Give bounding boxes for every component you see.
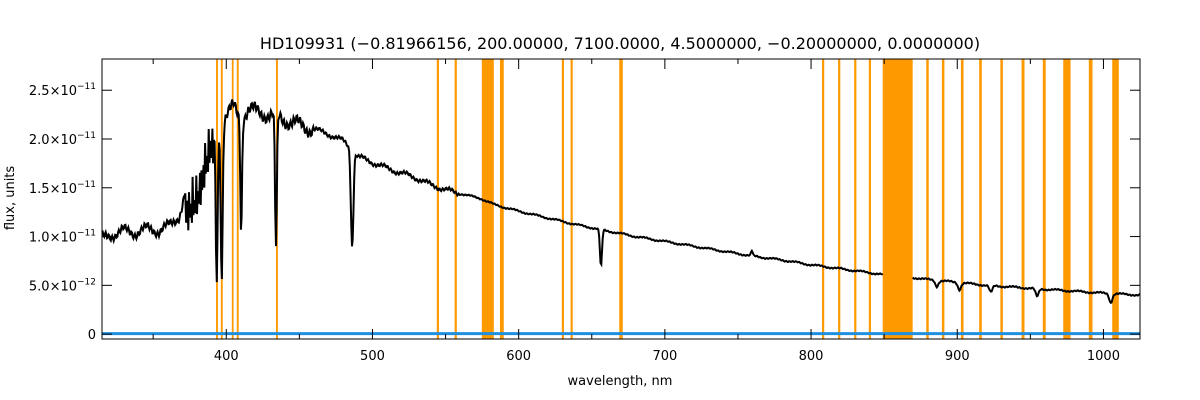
masked-region <box>1112 59 1119 339</box>
masked-region <box>838 59 841 339</box>
masked-region <box>499 59 504 339</box>
masked-region <box>882 59 913 339</box>
y-tick-label: 1.5×10−11 <box>29 180 96 197</box>
masked-regions <box>216 59 1119 339</box>
x-axis-title: wavelength, nm <box>568 374 673 389</box>
masked-region <box>926 59 929 339</box>
masked-region <box>979 59 982 339</box>
masked-region <box>570 59 573 339</box>
plot-frame <box>101 58 1141 340</box>
masked-region <box>231 59 234 339</box>
masked-region <box>960 59 964 339</box>
x-tick-label: 600 <box>506 349 531 364</box>
y-axis-title: flux, units <box>3 166 18 231</box>
x-tick-label: 700 <box>652 349 677 364</box>
masked-region <box>1088 59 1093 339</box>
masked-region <box>619 59 623 339</box>
masked-region <box>1063 59 1071 339</box>
y-tick-label: 2.0×10−11 <box>29 131 96 148</box>
x-tick-label: 500 <box>360 349 385 364</box>
spectrum-line <box>101 99 884 283</box>
masked-region <box>561 59 564 339</box>
axes: 400 500 600 700 800 900 1000 0 5.0×10−12 1.0×10−1… <box>29 58 1141 364</box>
x-tick-label: 800 <box>799 349 824 364</box>
masked-region <box>1000 59 1003 339</box>
y-tick-label: 5.0×10−12 <box>29 277 96 294</box>
y-tick-label: 1.0×10−11 <box>29 229 96 246</box>
x-tick-label: 1000 <box>1087 349 1120 364</box>
x-tick-label: 400 <box>214 349 239 364</box>
spectrum-line <box>911 276 1141 305</box>
chart-title: HD109931 (−0.81966156, 200.00000, 7100.0… <box>260 34 980 53</box>
masked-region <box>481 59 494 339</box>
y-tick-label: 2.5×10−11 <box>29 82 96 99</box>
masked-region <box>868 59 871 339</box>
masked-region <box>1021 59 1025 339</box>
x-tick-label: 900 <box>945 349 970 364</box>
masked-region <box>220 59 223 339</box>
data-layer <box>101 99 1141 336</box>
masked-region <box>822 59 825 339</box>
masked-region <box>436 59 439 339</box>
masked-region <box>941 59 945 339</box>
masked-region <box>854 59 857 339</box>
masked-region <box>1042 59 1046 339</box>
masked-region <box>454 59 457 339</box>
y-tick-label: 0 <box>88 328 96 343</box>
masked-region <box>236 59 239 339</box>
